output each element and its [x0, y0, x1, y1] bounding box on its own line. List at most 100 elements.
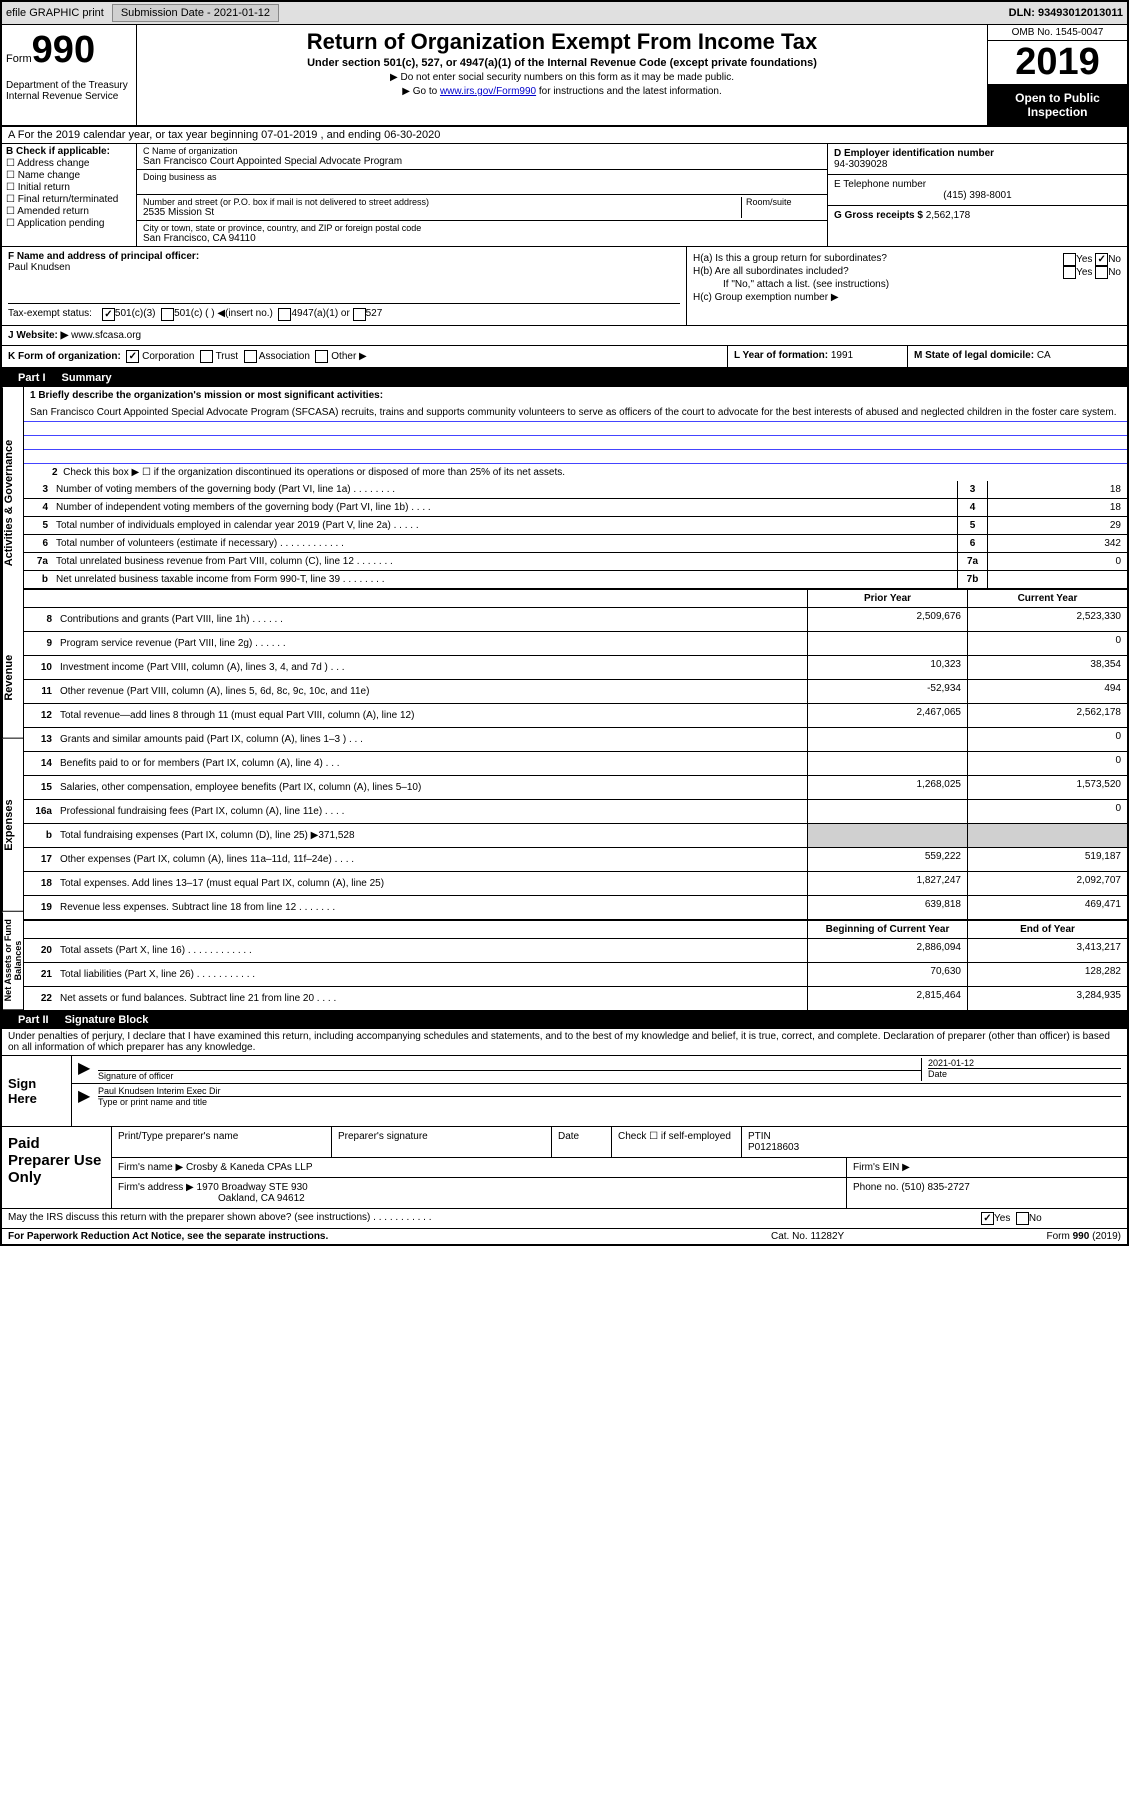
summary-row: 10Investment income (Part VIII, column (… [24, 656, 1127, 680]
sig-label: Signature of officer [98, 1070, 921, 1081]
hb-note: If "No," attach a list. (see instruction… [693, 279, 1121, 290]
sign-date: 2021-01-12 [928, 1058, 1121, 1068]
dba-label: Doing business as [143, 172, 821, 182]
section-k: K Form of organization: Corporation Trus… [2, 346, 1127, 369]
footer-mid: Cat. No. 11282Y [771, 1231, 971, 1242]
cb-other[interactable] [315, 350, 328, 363]
date-label: Date [928, 1068, 1121, 1079]
cb-assoc[interactable] [244, 350, 257, 363]
form-note2-suffix: for instructions and the latest informat… [536, 86, 722, 97]
cb-501c[interactable] [161, 308, 174, 321]
c-label: C Name of organization [143, 146, 821, 156]
self-employed-label: Check ☐ if self-employed [612, 1127, 742, 1157]
hb-label: H(b) Are all subordinates included? [693, 266, 849, 277]
section-f: F Name and address of principal officer:… [2, 247, 1127, 326]
cb-ha-yes[interactable] [1063, 253, 1076, 266]
cb-trust[interactable] [200, 350, 213, 363]
current-year-header: Current Year [967, 590, 1127, 607]
section-b: B Check if applicable: ☐ Address change … [2, 144, 1127, 247]
org-name: San Francisco Court Appointed Special Ad… [143, 156, 821, 167]
form-header: Form990 Department of the Treasury Inter… [2, 25, 1127, 127]
vtab-governance: Activities & Governance [2, 387, 24, 618]
form-subtitle: Under section 501(c), 527, or 4947(a)(1)… [145, 57, 979, 69]
form-link[interactable]: www.irs.gov/Form990 [440, 86, 536, 97]
summary-row: 18Total expenses. Add lines 13–17 (must … [24, 872, 1127, 896]
tax-year: 2019 [988, 41, 1127, 85]
q2: 2 Check this box ▶ ☐ if the organization… [24, 464, 1127, 481]
form-number: 990 [32, 29, 95, 71]
firm-addr2: Oakland, CA 94612 [118, 1193, 305, 1204]
cb-527[interactable] [353, 308, 366, 321]
summary-row: 7aTotal unrelated business revenue from … [24, 553, 1127, 571]
summary-row: 8Contributions and grants (Part VIII, li… [24, 608, 1127, 632]
summary-row: 4Number of independent voting members of… [24, 499, 1127, 517]
street-address: 2535 Mission St [143, 207, 741, 218]
i-label: Tax-exempt status: [8, 308, 92, 321]
cb-501c3[interactable] [102, 308, 115, 321]
m-label: M State of legal domicile: [914, 350, 1037, 361]
part1-header: Part I Summary [2, 369, 1127, 387]
preparer-name-label: Print/Type preparer's name [112, 1127, 332, 1157]
firm-name: Crosby & Kaneda CPAs LLP [186, 1162, 313, 1173]
cb-corp[interactable] [126, 350, 139, 363]
section-a: A For the 2019 calendar year, or tax yea… [2, 127, 1127, 144]
firm-addr-label: Firm's address ▶ [118, 1182, 197, 1193]
preparer-sig-label: Preparer's signature [332, 1127, 552, 1157]
d-label: D Employer identification number [834, 148, 1121, 159]
submission-date-button[interactable]: Submission Date - 2021-01-12 [112, 4, 279, 22]
summary-row: 13Grants and similar amounts paid (Part … [24, 728, 1127, 752]
cb-address-change[interactable]: ☐ Address change [6, 158, 132, 169]
summary-row: 20Total assets (Part X, line 16) . . . .… [24, 939, 1127, 963]
footer-right: Form 990 (2019) [971, 1231, 1121, 1242]
summary-row: 12Total revenue—add lines 8 through 11 (… [24, 704, 1127, 727]
form-prefix: Form [6, 53, 32, 65]
state-domicile: CA [1037, 350, 1051, 361]
cb-discuss-no[interactable] [1016, 1212, 1029, 1225]
e-label: E Telephone number [834, 179, 1121, 190]
cb-discuss-yes[interactable] [981, 1212, 994, 1225]
website: www.sfcasa.org [71, 330, 141, 341]
cb-hb-no[interactable] [1095, 266, 1108, 279]
hc-label: H(c) Group exemption number ▶ [693, 292, 1121, 303]
form-note1: ▶ Do not enter social security numbers o… [145, 72, 979, 83]
cb-final-return[interactable]: ☐ Final return/terminated [6, 194, 132, 205]
summary-row: 22Net assets or fund balances. Subtract … [24, 987, 1127, 1010]
department-label: Department of the Treasury Internal Reve… [6, 80, 132, 102]
sign-section: Sign Here ▶ Signature of officer 2021-01… [2, 1056, 1127, 1127]
summary-row: 5Total number of individuals employed in… [24, 517, 1127, 535]
summary-row: 11Other revenue (Part VIII, column (A), … [24, 680, 1127, 704]
summary-row: 15Salaries, other compensation, employee… [24, 776, 1127, 800]
f-label: F Name and address of principal officer: [8, 251, 680, 262]
cb-4947[interactable] [278, 308, 291, 321]
officer-name: Paul Knudsen [8, 262, 680, 273]
city-label: City or town, state or province, country… [143, 223, 821, 233]
cb-hb-yes[interactable] [1063, 266, 1076, 279]
sign-here-label: Sign Here [2, 1056, 72, 1126]
cb-amended-return[interactable]: ☐ Amended return [6, 206, 132, 217]
firm-addr1: 1970 Broadway STE 930 [197, 1182, 308, 1193]
cb-initial-return[interactable]: ☐ Initial return [6, 182, 132, 193]
section-j: J Website: ▶ www.sfcasa.org [2, 326, 1127, 346]
ein: 94-3039028 [834, 159, 1121, 170]
cb-name-change[interactable]: ☐ Name change [6, 170, 132, 181]
q1-text: San Francisco Court Appointed Special Ad… [24, 404, 1127, 422]
summary-row: bNet unrelated business taxable income f… [24, 571, 1127, 588]
form-title: Return of Organization Exempt From Incom… [145, 29, 979, 55]
footer-left: For Paperwork Reduction Act Notice, see … [8, 1231, 771, 1242]
declaration: Under penalties of perjury, I declare th… [2, 1029, 1127, 1056]
room-label: Room/suite [746, 197, 821, 207]
phone: (415) 398-8001 [834, 190, 1121, 201]
summary-row: 9Program service revenue (Part VIII, lin… [24, 632, 1127, 656]
cb-ha-no[interactable] [1095, 253, 1108, 266]
part2-header: Part II Signature Block [2, 1011, 1127, 1029]
cb-application-pending[interactable]: ☐ Application pending [6, 218, 132, 229]
form-note2-prefix: ▶ Go to [402, 86, 440, 97]
paid-preparer-section: Paid Preparer Use Only Print/Type prepar… [2, 1127, 1127, 1209]
prep-date-label: Date [552, 1127, 612, 1157]
inspection-label: Open to Public Inspection [988, 85, 1127, 125]
g-label: G Gross receipts $ 2,562,178 [834, 210, 970, 221]
ha-label: H(a) Is this a group return for subordin… [693, 253, 887, 264]
summary-row: 21Total liabilities (Part X, line 26) . … [24, 963, 1127, 987]
firm-phone-label: Phone no. [853, 1182, 901, 1193]
ptin: P01218603 [748, 1142, 1121, 1153]
